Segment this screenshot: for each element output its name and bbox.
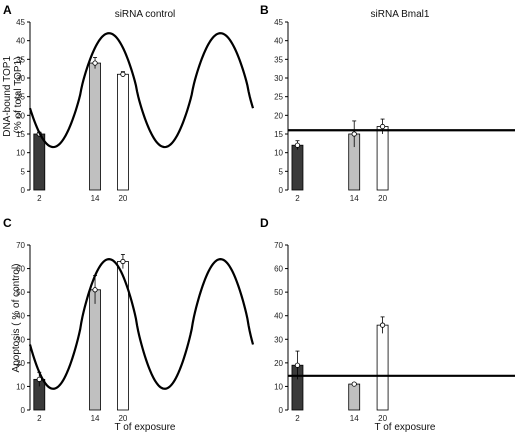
x-tick-label-c-14: 14 <box>91 414 100 423</box>
x-tick-label-a-20: 20 <box>118 194 127 203</box>
model-curve-a <box>28 32 255 149</box>
x-axis-title-right: T of exposure <box>375 422 436 433</box>
y-tick-label-a-8: 40 <box>16 37 25 46</box>
mean-point-b-20 <box>379 123 386 130</box>
panel-c: 0 10 20 30 40 50 60 70 2 14 20 <box>16 241 255 423</box>
x-tick-label-a-2: 2 <box>37 194 42 203</box>
y-axis-title-top-line2: (% of total TOP1) <box>13 57 24 134</box>
y-tick-label-d-0: 0 <box>279 406 284 415</box>
column-title-control: siRNA control <box>115 9 176 20</box>
bar-a-2 <box>33 133 46 191</box>
y-tick-label-a-9: 45 <box>16 18 25 27</box>
x-tick-label-d-14: 14 <box>350 414 359 423</box>
y-tick-label-d-6: 60 <box>274 265 283 274</box>
y-tick-label-c-4: 40 <box>16 312 25 321</box>
bar-a-20 <box>117 73 129 191</box>
y-tick-label-b-7: 35 <box>274 55 283 64</box>
panel-letter-d: D <box>260 216 269 230</box>
y-tick-label-b-1: 5 <box>279 167 284 176</box>
mean-point-c-14 <box>92 287 98 293</box>
column-title-bmal1: siRNA Bmal1 <box>371 9 430 20</box>
y-tick-label-c-2: 20 <box>16 359 25 368</box>
y-tick-label-d-2: 20 <box>274 359 283 368</box>
x-tick-label-c-20: 20 <box>118 414 127 423</box>
y-tick-label-c-3: 30 <box>16 335 25 344</box>
x-tick-label-b-2: 2 <box>295 194 300 203</box>
y-tick-label-a-2: 10 <box>16 149 25 158</box>
panel-b: 0 5 10 15 20 25 30 35 40 45 2 14 20 <box>274 18 515 203</box>
x-tick-label-b-20: 20 <box>378 194 387 203</box>
panel-a: 0 5 10 15 20 25 30 35 40 45 2 14 20 <box>16 18 255 203</box>
y-tick-label-b-2: 10 <box>274 149 283 158</box>
y-tick-label-c-0: 0 <box>21 406 26 415</box>
y-tick-label-a-1: 5 <box>21 167 26 176</box>
y-tick-label-b-4: 20 <box>274 111 283 120</box>
bar-d-14 <box>348 383 361 411</box>
y-tick-label-d-4: 40 <box>274 312 283 321</box>
panel-letter-a: A <box>3 3 12 17</box>
x-axis-title-left: T of exposure <box>115 422 176 433</box>
mean-point-b-2 <box>294 142 301 148</box>
y-tick-label-c-1: 10 <box>16 382 25 391</box>
model-curve-c <box>28 258 255 390</box>
y-tick-label-d-3: 30 <box>274 335 283 344</box>
mean-point-d-14 <box>351 381 357 387</box>
y-tick-label-a-3: 15 <box>16 130 25 139</box>
bar-c-14 <box>89 289 101 411</box>
mean-point-d-2 <box>294 362 301 368</box>
y-axis-title-bottom: Apoptosis ( % of control) <box>11 264 22 373</box>
mean-point-b-14 <box>351 131 357 137</box>
x-tick-label-c-2: 2 <box>37 414 42 423</box>
mean-point-c-20 <box>120 258 126 265</box>
panel-d: 0 10 20 30 40 50 60 70 2 14 20 <box>274 241 515 423</box>
y-tick-label-c-7: 70 <box>16 241 25 250</box>
y-tick-label-a-5: 25 <box>16 93 25 102</box>
panel-letter-c: C <box>3 216 12 230</box>
y-tick-label-b-8: 40 <box>274 37 283 46</box>
bar-b-2 <box>291 144 304 191</box>
y-tick-label-b-0: 0 <box>279 186 284 195</box>
y-tick-label-a-4: 20 <box>16 111 25 120</box>
y-tick-label-a-0: 0 <box>21 186 26 195</box>
y-axis-title-top: DNA-bound TOP1 (% of total TOP1) <box>2 53 24 137</box>
y-tick-label-b-9: 45 <box>274 18 283 27</box>
mean-point-c-2 <box>36 376 42 382</box>
bar-d-20 <box>376 324 389 411</box>
y-axis-title-top-line1: DNA-bound TOP1 <box>2 56 13 137</box>
mean-point-a-14 <box>92 60 98 66</box>
y-tick-label-d-1: 10 <box>274 382 283 391</box>
bar-a-14 <box>89 62 101 191</box>
y-tick-label-c-5: 50 <box>16 288 25 297</box>
y-tick-label-b-5: 25 <box>274 93 283 102</box>
y-tick-label-a-6: 30 <box>16 74 25 83</box>
x-tick-label-b-14: 14 <box>350 194 359 203</box>
y-tick-label-b-6: 30 <box>274 74 283 83</box>
mean-point-d-20 <box>379 322 386 328</box>
x-tick-label-d-2: 2 <box>295 414 300 423</box>
mean-point-a-20 <box>120 71 126 77</box>
bar-b-20 <box>376 126 389 191</box>
y-tick-label-c-6: 60 <box>16 265 25 274</box>
y-tick-label-a-7: 35 <box>16 55 25 64</box>
x-tick-label-d-20: 20 <box>378 414 387 423</box>
x-tick-label-a-14: 14 <box>91 194 100 203</box>
panel-letter-b: B <box>260 3 269 17</box>
y-tick-label-d-5: 50 <box>274 288 283 297</box>
y-tick-label-b-3: 15 <box>274 130 283 139</box>
y-tick-label-d-7: 70 <box>274 241 283 250</box>
